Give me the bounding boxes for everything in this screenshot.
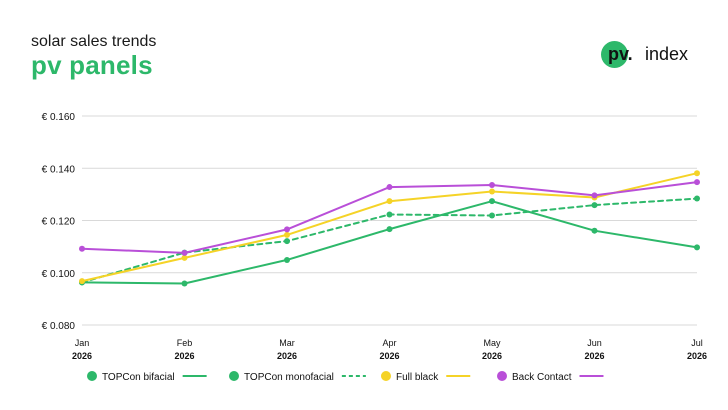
legend-item: TOPCon bifacial: [87, 371, 207, 383]
data-point: [79, 245, 85, 252]
data-point: [181, 254, 188, 261]
data-point: [386, 211, 393, 218]
legend-item: TOPCon monofacial: [229, 371, 366, 383]
chart-subtitle: solar sales trends: [31, 33, 157, 50]
x-tick-year: 2026: [277, 351, 297, 361]
data-point: [489, 181, 495, 188]
x-tick-year: 2026: [72, 351, 92, 361]
x-tick-month: Mar: [279, 338, 295, 348]
x-tick-month: May: [483, 338, 501, 348]
data-point: [386, 226, 393, 233]
legend-label: TOPCon monofacial: [244, 372, 334, 383]
x-tick-year: 2026: [584, 351, 604, 361]
series-line-3: [81, 181, 698, 254]
logo-dot-icon: [601, 41, 628, 68]
y-tick-label: € 0.160: [42, 112, 76, 123]
x-tick-year: 2026: [379, 351, 399, 361]
series-lines: [79, 170, 700, 287]
y-axis-ticks: € 0.080 € 0.100 € 0.120 € 0.140 € 0.160: [42, 112, 76, 332]
y-tick-label: € 0.080: [42, 321, 76, 332]
data-point: [694, 170, 700, 177]
x-tick-year: 2026: [482, 351, 502, 361]
legend-item: Back Contact: [497, 371, 604, 383]
data-point: [386, 184, 393, 191]
data-point: [591, 227, 598, 234]
x-tick-month: Feb: [177, 338, 193, 348]
x-tick-year: 2026: [174, 351, 194, 361]
legend-marker-icon: [497, 371, 507, 381]
legend-label: TOPCon bifacial: [102, 372, 175, 383]
data-point: [284, 231, 290, 238]
legend-marker-icon: [229, 371, 239, 381]
logo-mark: pv.: [608, 44, 633, 64]
grid-lines: [82, 115, 697, 326]
data-point: [284, 226, 290, 233]
data-point: [694, 244, 700, 251]
data-point: [181, 249, 188, 256]
x-tick-year: 2026: [687, 351, 707, 361]
data-point: [386, 198, 393, 205]
y-tick-label: € 0.100: [42, 269, 76, 280]
data-point: [489, 188, 495, 195]
legend: TOPCon bifacial TOPCon monofacial Full bla…: [87, 371, 604, 383]
data-point: [284, 256, 290, 263]
x-tick-month: Jan: [75, 338, 90, 348]
data-point: [284, 238, 290, 245]
x-tick-month: Jul: [691, 338, 703, 348]
y-tick-label: € 0.120: [42, 217, 76, 228]
legend-marker-icon: [381, 371, 391, 381]
data-point: [694, 195, 700, 202]
data-point: [591, 202, 598, 209]
legend-label: Full black: [396, 372, 439, 383]
data-point: [489, 198, 495, 205]
data-point: [694, 179, 700, 186]
x-tick-month: Apr: [382, 338, 396, 348]
logo-text: index: [645, 44, 689, 64]
series-line-1: [81, 197, 698, 284]
legend-label: Back Contact: [512, 372, 572, 383]
x-axis-ticks: Jan 2026 Feb 2026 Mar 2026 Apr 2026 May 2026 Jun 20…: [72, 338, 707, 361]
legend-marker-icon: [87, 371, 97, 381]
data-point: [79, 278, 85, 285]
x-tick-month: Jun: [587, 338, 602, 348]
data-point: [489, 212, 495, 219]
y-tick-label: € 0.140: [42, 164, 76, 175]
data-point: [181, 280, 188, 287]
legend-item: Full black: [381, 371, 471, 383]
data-point: [591, 192, 598, 199]
chart-title: pv panels: [31, 50, 153, 80]
